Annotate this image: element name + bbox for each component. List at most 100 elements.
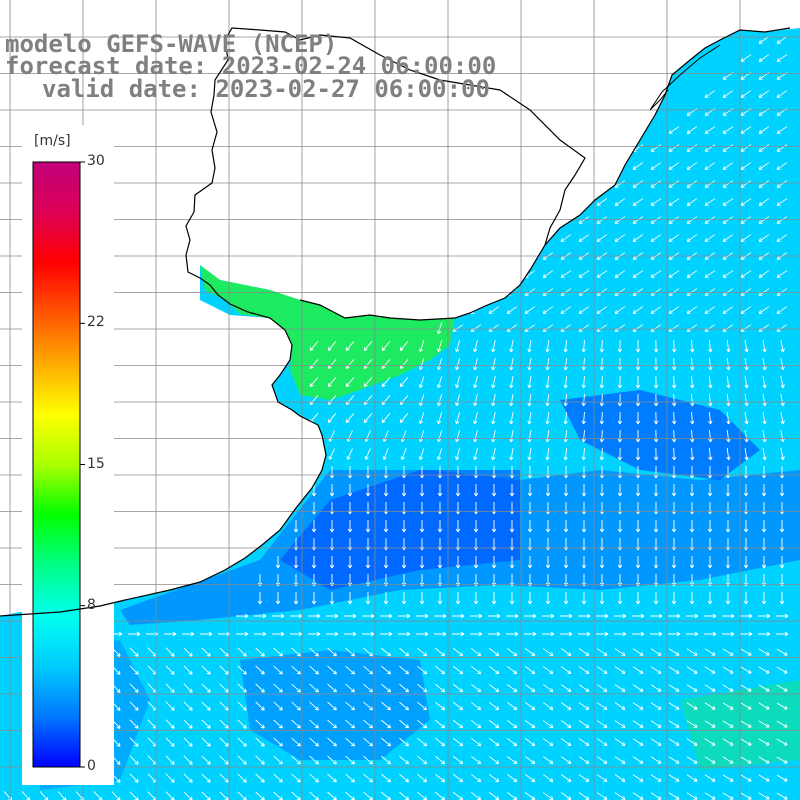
wind-arrow: [488, 737, 500, 747]
wind-arrow: [758, 666, 770, 674]
wind-arrow: [524, 631, 537, 637]
wind-arrow: [255, 737, 265, 747]
colorbar: [32, 161, 81, 768]
wind-arrow: [491, 394, 496, 407]
wind-arrow: [653, 520, 659, 533]
wind-arrow: [542, 792, 554, 800]
wind-arrow: [345, 755, 355, 765]
wind-arrow: [455, 376, 461, 389]
wind-arrow: [668, 613, 681, 619]
wind-arrow: [545, 556, 551, 569]
wind-arrow: [776, 90, 788, 98]
wind-arrow: [506, 774, 518, 783]
wind-arrow: [740, 54, 752, 62]
wind-arrow: [200, 631, 213, 637]
wind-arrow: [668, 234, 680, 242]
wind-arrow: [632, 720, 644, 728]
wind-arrow: [596, 756, 608, 764]
wind-arrow: [309, 773, 319, 783]
wind-arrow: [722, 306, 734, 314]
wind-arrow: [725, 592, 731, 605]
wind-arrow: [471, 755, 482, 765]
wind-arrow: [363, 665, 373, 675]
wind-arrow: [722, 126, 734, 134]
wind-arrow: [704, 180, 716, 188]
wind-arrow: [129, 719, 139, 729]
wind-arrow: [291, 701, 301, 711]
wind-arrow: [327, 683, 337, 693]
wind-arrow: [653, 556, 659, 569]
wind-arrow: [399, 683, 410, 693]
wind-arrow: [345, 377, 355, 388]
wind-arrow: [596, 792, 608, 800]
wind-arrow: [309, 737, 319, 747]
wind-arrow: [740, 774, 752, 782]
wind-arrow: [758, 216, 770, 224]
wind-arrow: [668, 738, 680, 746]
wind-arrow: [776, 198, 788, 206]
wind-arrow: [272, 613, 285, 619]
wind-arrow: [758, 162, 770, 170]
wind-arrow: [761, 484, 767, 497]
wind-arrow: [473, 412, 478, 425]
wind-arrow: [291, 683, 301, 693]
wind-arrow: [418, 376, 425, 389]
wind-arrow: [563, 339, 568, 353]
wind-arrow: [686, 756, 698, 764]
wind-arrow: [470, 288, 482, 296]
wind-arrow: [545, 357, 550, 371]
wind-arrow: [129, 737, 139, 747]
wind-arrow: [327, 413, 337, 424]
wind-arrow: [488, 701, 500, 711]
wind-arrow: [776, 54, 788, 62]
wind-arrow: [542, 613, 555, 619]
wind-arrow: [254, 613, 267, 619]
wind-arrow: [435, 647, 446, 657]
coastline-northeast: [544, 27, 791, 246]
wind-arrow: [653, 466, 659, 479]
wind-arrow: [632, 702, 644, 710]
wind-arrow: [309, 647, 319, 657]
wind-arrow: [488, 665, 500, 675]
wind-arrow: [471, 647, 482, 657]
wind-arrow: [722, 198, 734, 206]
wind-arrow: [399, 737, 410, 747]
wind-arrow: [383, 556, 389, 569]
wind-arrow: [563, 466, 569, 479]
wind-arrow: [653, 429, 659, 443]
wind-arrow: [744, 448, 749, 461]
wind-arrow: [650, 631, 663, 637]
wind-arrow: [419, 484, 425, 497]
wind-arrow: [686, 702, 698, 710]
wind-arrow: [599, 520, 605, 533]
wind-arrow: [653, 375, 659, 389]
wind-arrow: [506, 738, 518, 747]
wind-arrow: [509, 430, 514, 443]
wind-arrow: [560, 234, 572, 242]
wind-arrow: [381, 773, 391, 783]
wind-arrow: [758, 180, 770, 188]
wind-arrow: [327, 377, 337, 388]
wind-arrow: [686, 126, 698, 134]
wind-arrow: [237, 719, 247, 729]
wind-arrow: [650, 144, 662, 152]
wind-arrow: [614, 666, 626, 674]
wind-arrow: [524, 720, 536, 729]
colorbar-tick-label: 22: [87, 314, 105, 331]
wind-arrow: [563, 556, 569, 569]
wind-arrow: [599, 393, 605, 407]
title-forecast-date: forecast date: 2023-02-24 06:00:00: [5, 52, 497, 80]
wind-arrow: [780, 394, 785, 407]
wind-arrow: [291, 719, 301, 729]
wind-arrow: [614, 306, 626, 314]
wind-arrow: [632, 738, 644, 746]
wind-arrow: [400, 448, 407, 460]
wind-arrow: [436, 412, 443, 425]
wind-arrow: [201, 719, 211, 729]
wind-arrow: [363, 377, 373, 388]
wind-arrow: [614, 792, 626, 800]
wind-arrow: [416, 631, 429, 637]
wind-arrow: [183, 665, 193, 675]
wind-arrow: [437, 484, 443, 497]
